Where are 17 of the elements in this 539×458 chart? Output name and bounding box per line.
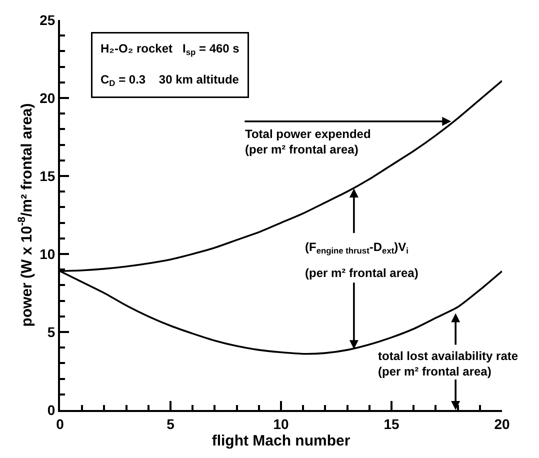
y-tick-label: 10 (40, 246, 56, 262)
x-axis-title: flight Mach number (212, 432, 350, 450)
y-tick-label: 0 (47, 402, 56, 418)
annotation: H₂-O₂ rocket I$_{sp}$ = 460 s (100, 42, 240, 58)
x-tick-label: 5 (166, 416, 175, 432)
annotation: (per m² frontal area) (305, 266, 418, 280)
annotation: (F$_{engine thrust}$-D$_{ext}$)V$_{i}$ (305, 240, 408, 256)
y-tick-label: 25 (40, 12, 56, 28)
x-tick-label: 15 (384, 416, 400, 432)
y-tick-label: 20 (40, 90, 56, 106)
x-tick-label: 10 (273, 416, 289, 432)
y-tick-label: 5 (47, 324, 56, 340)
annotation: C$_{D}$ = 0.3 30 km altitude (100, 72, 240, 88)
x-tick-label: 20 (494, 416, 510, 432)
y-tick-label: 15 (40, 168, 56, 184)
annotation: Total power expended (per m² frontal area) (245, 127, 371, 157)
annotation: total lost availability rate (per m² frontal area) (378, 349, 518, 379)
